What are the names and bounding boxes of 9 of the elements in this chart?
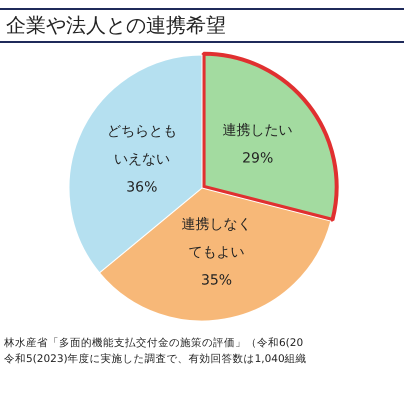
data-label: 36% (126, 179, 158, 196)
data-label: 35% (200, 272, 232, 289)
slice-label: 連携しなくてもよい (182, 216, 252, 261)
slice-label: 連携したい (222, 122, 293, 138)
slice-label: どちらともいえない (106, 123, 177, 168)
chart-title: 企業や法人との連携希望 (0, 8, 404, 43)
text: 令和5(2023)年度に実施した調査で、有効回答数は1,040組織 (4, 352, 308, 367)
text: 林水産省「多面的機能支払交付金の施策の評価」（令和6(20 (4, 336, 304, 351)
data-label: 29% (242, 150, 274, 166)
